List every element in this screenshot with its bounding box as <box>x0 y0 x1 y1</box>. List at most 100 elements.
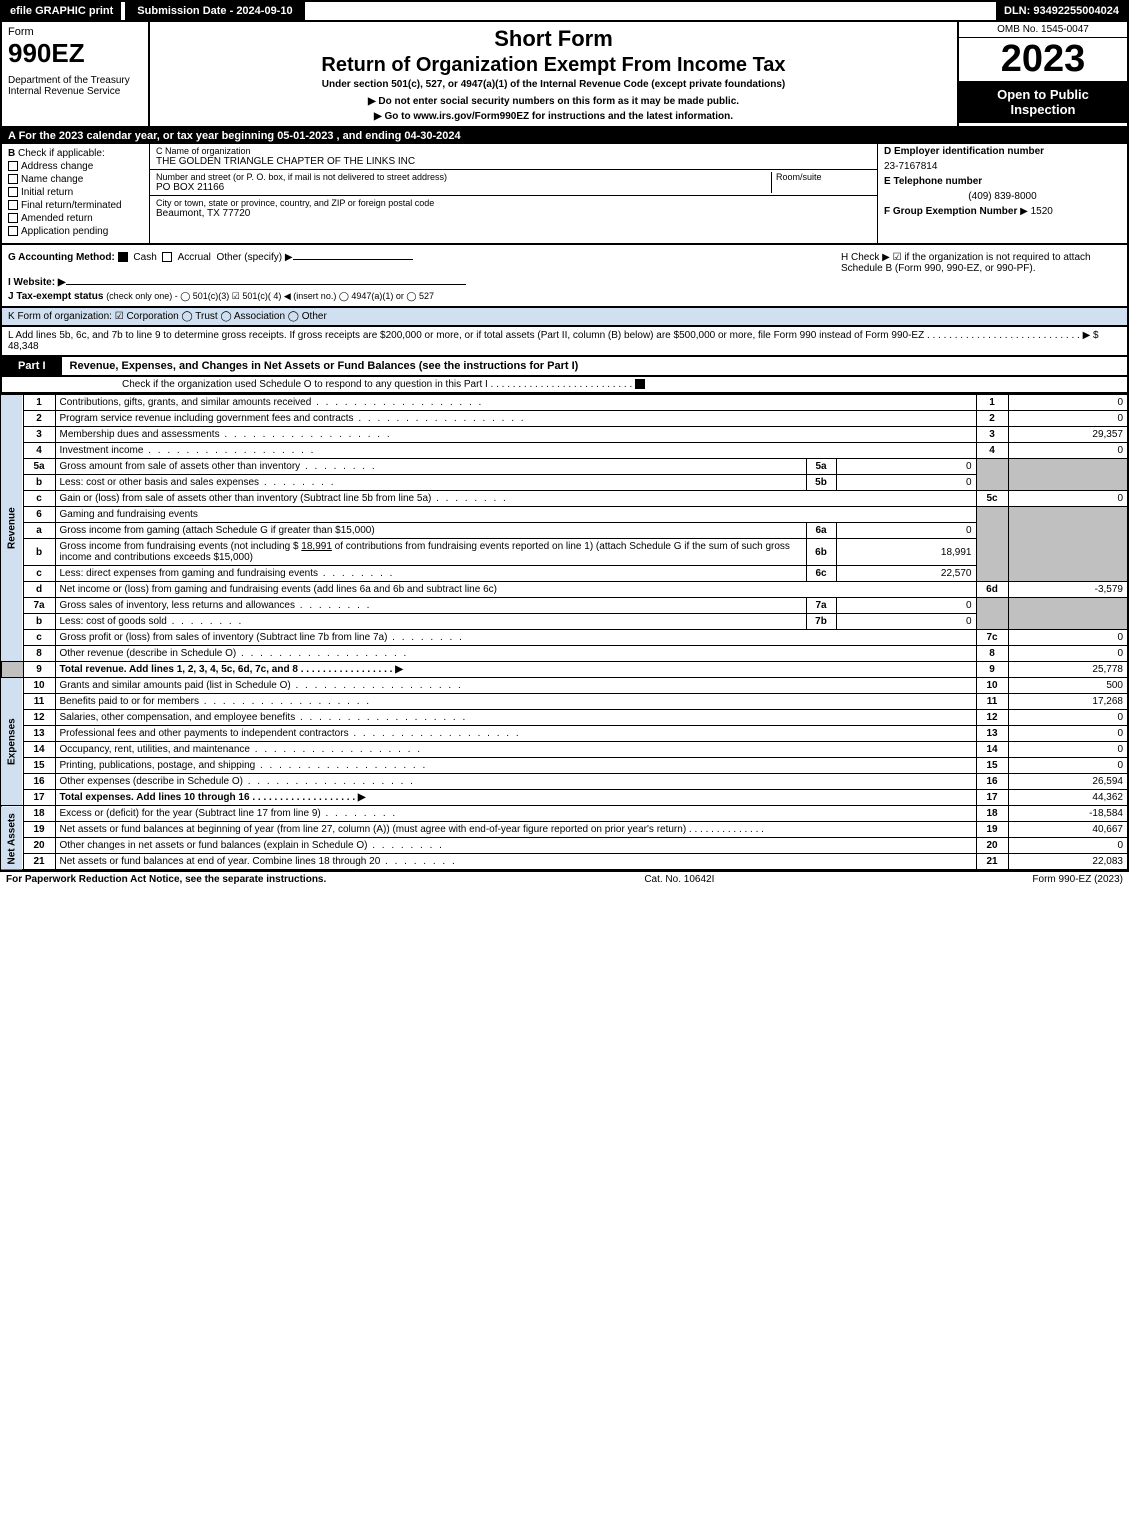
line-12-val: 0 <box>1008 710 1128 726</box>
submission-date: Submission Date - 2024-09-10 <box>125 2 304 20</box>
line-5b-num: b <box>23 475 55 491</box>
line-5a-val: 0 <box>836 459 976 475</box>
tax-year: 2023 <box>959 38 1127 81</box>
form-subtitle: Under section 501(c), 527, or 4947(a)(1)… <box>160 79 947 90</box>
line-16-desc: Other expenses (describe in Schedule O) <box>55 774 976 790</box>
line-19-val: 40,667 <box>1008 822 1128 838</box>
line-6b-desc: Gross income from fundraising events (no… <box>55 539 806 566</box>
line-9-num: 9 <box>23 662 55 678</box>
line-5c-num: c <box>23 491 55 507</box>
line-9-val: 25,778 <box>1008 662 1128 678</box>
line-6d-num: d <box>23 582 55 598</box>
line-1-desc: Contributions, gifts, grants, and simila… <box>55 395 976 411</box>
line-1-val: 0 <box>1008 395 1128 411</box>
line-8-num: 8 <box>23 646 55 662</box>
section-a-tax-year: A For the 2023 calendar year, or tax yea… <box>0 128 1129 144</box>
line-17-val: 44,362 <box>1008 790 1128 806</box>
line-14-desc: Occupancy, rent, utilities, and maintena… <box>55 742 976 758</box>
ein-label: D Employer identification number <box>884 146 1044 157</box>
line-1-num: 1 <box>23 395 55 411</box>
line-3-num: 3 <box>23 427 55 443</box>
header-left: Form 990EZ Department of the Treasury In… <box>2 22 150 126</box>
form-title-2: Return of Organization Exempt From Incom… <box>160 54 947 77</box>
line-2-val: 0 <box>1008 411 1128 427</box>
line-5b-desc: Less: cost or other basis and sales expe… <box>55 475 806 491</box>
line-16-num: 16 <box>23 774 55 790</box>
line-12-num: 12 <box>23 710 55 726</box>
part-1-header: Part I Revenue, Expenses, and Changes in… <box>0 357 1129 377</box>
tax-exempt-status: J Tax-exempt status (check only one) - ◯… <box>8 291 1121 302</box>
line-18-val: -18,584 <box>1008 806 1128 822</box>
part-1-check-line: Check if the organization used Schedule … <box>0 377 1129 394</box>
street-value: PO BOX 21166 <box>156 182 771 193</box>
line-7b-desc: Less: cost of goods sold <box>55 614 806 630</box>
check-application-pending[interactable]: Application pending <box>8 226 143 237</box>
section-ghij: G Accounting Method: Cash Accrual Other … <box>0 245 1129 308</box>
department-label: Department of the Treasury Internal Reve… <box>8 75 142 97</box>
header-right: OMB No. 1545-0047 2023 Open to Public In… <box>957 22 1127 126</box>
form-of-organization: K Form of organization: ☑ Corporation ◯ … <box>0 308 1129 327</box>
line-6c-num: c <box>23 566 55 582</box>
line-6a-val: 0 <box>836 523 976 539</box>
room-label: Room/suite <box>776 172 871 182</box>
column-def: D Employer identification number 23-7167… <box>877 144 1127 243</box>
footer-catalog: Cat. No. 10642I <box>644 874 714 885</box>
efile-print-button[interactable]: efile GRAPHIC print <box>2 2 121 20</box>
check-name-change[interactable]: Name change <box>8 174 143 185</box>
line-6b-val: 18,991 <box>836 539 976 566</box>
check-initial-return[interactable]: Initial return <box>8 187 143 198</box>
b-header: B <box>8 148 15 159</box>
line-21-num: 21 <box>23 854 55 871</box>
line-20-val: 0 <box>1008 838 1128 854</box>
line-4-desc: Investment income <box>55 443 976 459</box>
footer-form-ref: Form 990-EZ (2023) <box>1032 874 1123 885</box>
footer-left: For Paperwork Reduction Act Notice, see … <box>6 874 326 885</box>
b-label: Check if applicable: <box>18 148 105 159</box>
line-11-desc: Benefits paid to or for members <box>55 694 976 710</box>
line-5a-num: 5a <box>23 459 55 475</box>
line-14-num: 14 <box>23 742 55 758</box>
form-word: Form <box>8 26 142 38</box>
line-7a-val: 0 <box>836 598 976 614</box>
line-7b-num: b <box>23 614 55 630</box>
omb-number: OMB No. 1545-0047 <box>959 22 1127 38</box>
line-11-val: 17,268 <box>1008 694 1128 710</box>
group-exemption-value: ▶ 1520 <box>1020 206 1053 217</box>
line-7c-desc: Gross profit or (loss) from sales of inv… <box>55 630 976 646</box>
line-6-num: 6 <box>23 507 55 523</box>
line-13-desc: Professional fees and other payments to … <box>55 726 976 742</box>
line-10-desc: Grants and similar amounts paid (list in… <box>55 678 976 694</box>
check-final-return[interactable]: Final return/terminated <box>8 200 143 211</box>
line-2-num: 2 <box>23 411 55 427</box>
column-b-checkboxes: B Check if applicable: Address change Na… <box>2 144 150 243</box>
check-cash[interactable] <box>118 252 128 262</box>
schedule-o-check[interactable] <box>635 379 645 389</box>
line-17-num: 17 <box>23 790 55 806</box>
schedule-b-check: H Check ▶ ☑ if the organization is not r… <box>841 252 1121 274</box>
line-5b-val: 0 <box>836 475 976 491</box>
part-1-title: Revenue, Expenses, and Changes in Net As… <box>62 357 1127 375</box>
org-name: THE GOLDEN TRIANGLE CHAPTER OF THE LINKS… <box>156 156 871 167</box>
line-5a-desc: Gross amount from sale of assets other t… <box>55 459 806 475</box>
line-17-desc: Total expenses. Add lines 10 through 16 … <box>55 790 976 806</box>
line-20-num: 20 <box>23 838 55 854</box>
line-6a-num: a <box>23 523 55 539</box>
expenses-tab: Expenses <box>1 678 23 806</box>
line-3-val: 29,357 <box>1008 427 1128 443</box>
line-7c-num: c <box>23 630 55 646</box>
header-middle: Short Form Return of Organization Exempt… <box>150 22 957 126</box>
check-address-change[interactable]: Address change <box>8 161 143 172</box>
check-accrual[interactable] <box>162 252 172 262</box>
line-15-val: 0 <box>1008 758 1128 774</box>
line-19-num: 19 <box>23 822 55 838</box>
line-19-desc: Net assets or fund balances at beginning… <box>55 822 976 838</box>
line-7b-val: 0 <box>836 614 976 630</box>
line-6-desc: Gaming and fundraising events <box>55 507 976 523</box>
group-exemption-label: F Group Exemption Number <box>884 206 1017 217</box>
check-amended-return[interactable]: Amended return <box>8 213 143 224</box>
irs-link[interactable]: ▶ Go to www.irs.gov/Form990EZ for instru… <box>160 111 947 122</box>
line-20-desc: Other changes in net assets or fund bala… <box>55 838 976 854</box>
part-1-tab: Part I <box>2 357 62 375</box>
line-3-desc: Membership dues and assessments <box>55 427 976 443</box>
line-7a-desc: Gross sales of inventory, less returns a… <box>55 598 806 614</box>
